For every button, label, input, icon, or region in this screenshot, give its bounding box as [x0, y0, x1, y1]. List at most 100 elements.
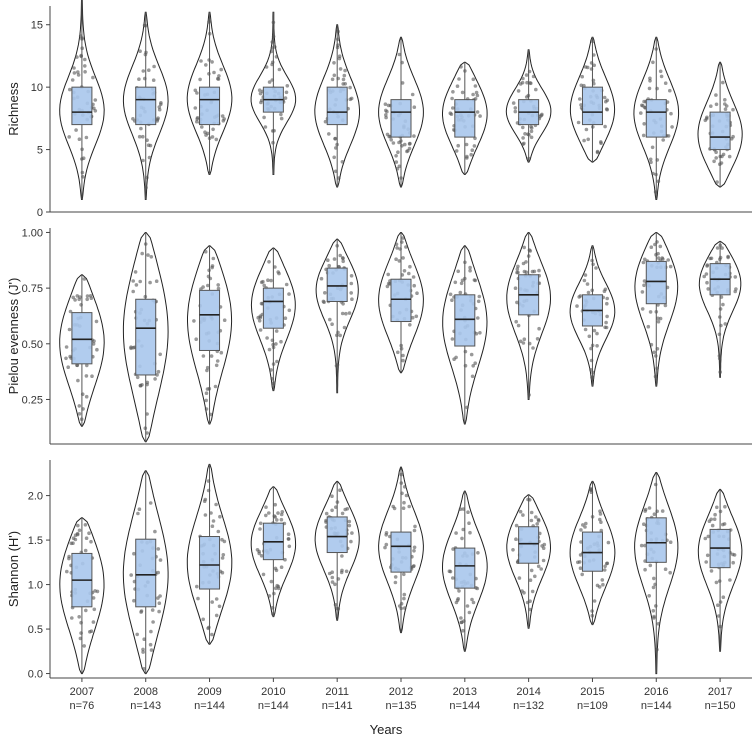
data-point: [88, 294, 93, 298]
data-point: [136, 511, 140, 516]
data-point: [386, 281, 391, 286]
data-point: [723, 102, 727, 106]
data-point: [330, 570, 335, 574]
data-point: [216, 76, 220, 81]
data-point: [73, 537, 78, 542]
data-point: [210, 632, 214, 637]
data-point: [257, 551, 262, 556]
data-point: [402, 572, 406, 577]
data-point: [134, 283, 139, 287]
data-point: [537, 326, 541, 331]
data-point: [522, 337, 527, 342]
data-point: [717, 332, 722, 337]
data-point: [340, 311, 345, 316]
data-point: [734, 287, 738, 291]
data-point: [210, 264, 215, 268]
data-point: [528, 578, 533, 582]
category-2014: [505, 49, 552, 163]
category-2009: [186, 463, 233, 645]
data-point: [283, 96, 288, 100]
data-point: [412, 134, 416, 138]
data-point: [576, 120, 581, 125]
sample-size-label: n=143: [130, 700, 161, 712]
data-point: [274, 568, 279, 573]
data-point: [414, 314, 419, 319]
data-point: [257, 88, 262, 92]
data-point: [344, 311, 348, 316]
data-point: [454, 531, 458, 535]
iqr-box: [71, 312, 93, 365]
data-point: [269, 278, 273, 283]
data-point: [154, 279, 159, 284]
data-point: [604, 107, 609, 111]
data-point: [716, 603, 720, 607]
data-point: [323, 291, 327, 295]
data-point: [718, 255, 723, 260]
data-point: [579, 528, 583, 532]
data-point: [587, 334, 592, 339]
data-point: [606, 540, 611, 545]
data-point: [541, 558, 546, 563]
category-2013: [442, 245, 488, 425]
data-point: [583, 65, 588, 69]
category-2009: [187, 245, 233, 425]
data-point: [203, 130, 207, 134]
data-point: [408, 264, 412, 269]
data-point: [536, 517, 541, 522]
violin-shape: [59, 0, 105, 200]
data-point: [731, 560, 735, 565]
iqr-box: [390, 531, 412, 573]
data-point: [273, 515, 278, 519]
data-point: [279, 517, 284, 522]
data-point: [333, 136, 338, 141]
data-point: [579, 103, 583, 107]
data-point: [135, 375, 140, 380]
violin-shape: [186, 11, 233, 175]
data-point: [210, 600, 214, 604]
data-point: [710, 523, 715, 528]
data-point: [195, 119, 199, 124]
data-point: [721, 302, 725, 307]
data-point: [149, 254, 154, 259]
data-point: [272, 591, 276, 596]
y-axis-title: Shannon (H'): [6, 531, 21, 607]
data-point: [723, 322, 728, 326]
data-point: [531, 346, 535, 350]
data-point: [643, 567, 647, 572]
data-point: [401, 506, 406, 511]
data-point: [476, 299, 481, 304]
data-point: [582, 83, 586, 88]
data-point: [721, 595, 726, 599]
data-point: [468, 265, 472, 270]
data-point: [338, 67, 343, 71]
data-point: [529, 81, 533, 86]
data-point: [286, 532, 291, 536]
data-point: [71, 541, 75, 545]
data-point: [529, 124, 533, 129]
iqr-box: [581, 86, 603, 126]
data-point: [211, 256, 216, 261]
data-point: [733, 275, 738, 279]
data-point: [280, 510, 285, 514]
iqr-box: [262, 287, 284, 329]
data-point: [341, 302, 345, 306]
data-point: [76, 378, 80, 383]
data-point: [706, 287, 710, 291]
data-point: [459, 65, 463, 69]
data-point: [541, 546, 546, 550]
data-point: [651, 60, 655, 65]
data-point: [349, 281, 354, 286]
category-2017: [698, 240, 742, 378]
data-point: [206, 283, 210, 288]
iqr-box: [199, 289, 221, 351]
data-point: [595, 583, 600, 588]
data-point: [478, 114, 482, 118]
data-point: [279, 512, 284, 517]
data-point: [148, 501, 153, 505]
data-point: [714, 102, 719, 107]
data-point: [459, 620, 464, 625]
data-point: [602, 568, 607, 572]
data-point: [333, 169, 338, 174]
data-point: [521, 136, 525, 140]
data-point: [140, 251, 144, 256]
